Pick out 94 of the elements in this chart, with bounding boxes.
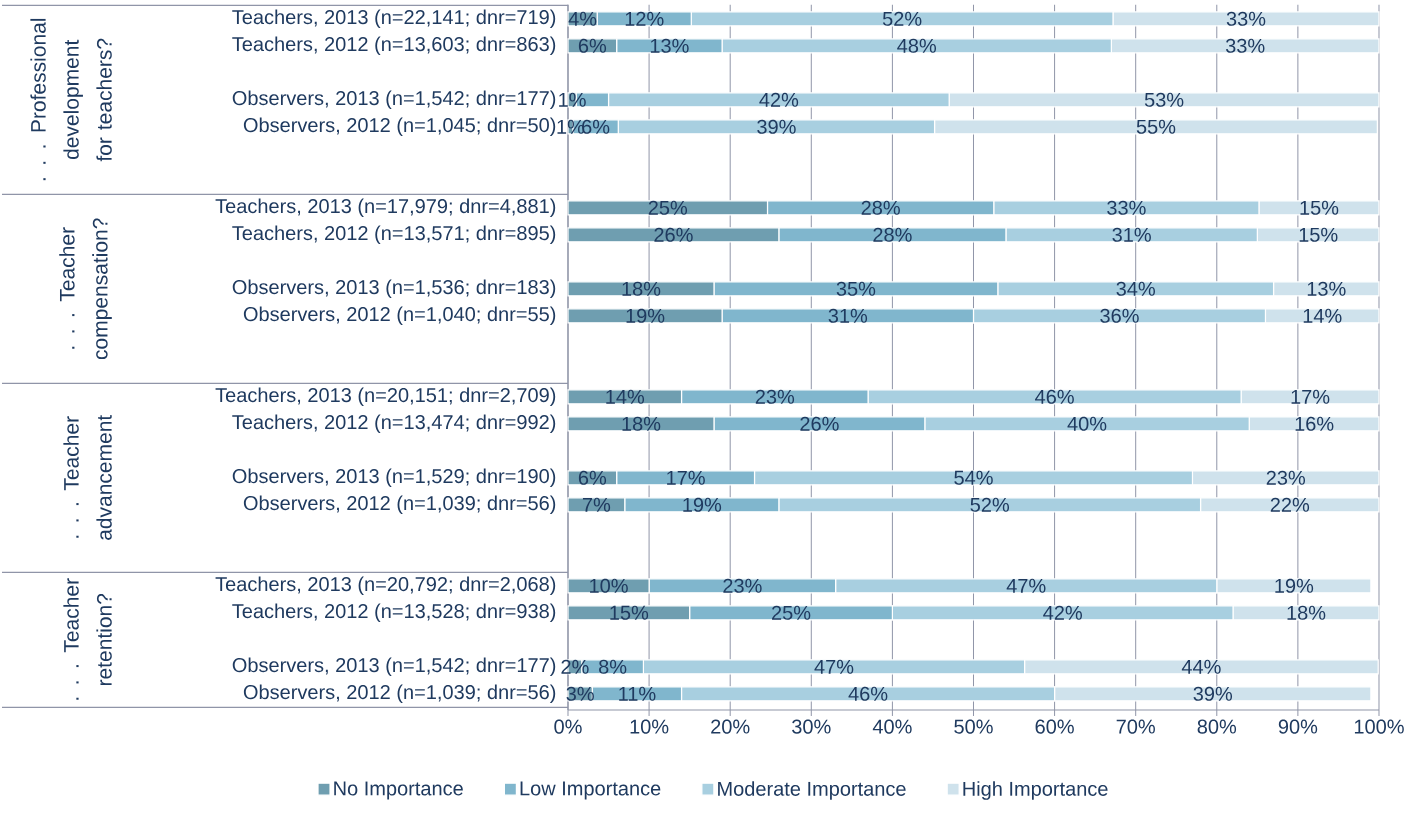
data-label: 28% [861, 200, 900, 215]
data-label: 13% [1307, 281, 1346, 296]
data-label: 26% [654, 227, 693, 242]
y-tick-label: Teachers, 2013 (n=20,792; dnr=2,068) [215, 576, 556, 596]
data-label: 47% [814, 659, 854, 674]
data-label: 34% [1116, 281, 1155, 296]
data-label: 18% [622, 281, 661, 296]
legend-label: High Importance [963, 781, 1108, 800]
y-tick-label: Teachers, 2012 (n=13,474; dnr=992) [232, 414, 556, 434]
data-label: 52% [882, 11, 922, 26]
data-label: 31% [1112, 227, 1151, 242]
x-tick-label: 90% [1278, 719, 1318, 734]
data-label: 17% [667, 470, 705, 485]
data-label: 12% [625, 11, 664, 26]
data-label: 31% [828, 308, 868, 323]
data-label: 23% [755, 389, 795, 404]
y-tick-label: Teachers, 2012 (n=13,603; dnr=863) [232, 36, 556, 56]
data-label: 15% [1300, 200, 1339, 215]
data-label: 22% [1270, 497, 1310, 512]
data-label: 8% [599, 659, 627, 674]
data-label: 6% [582, 119, 610, 134]
data-label: 10% [590, 578, 628, 593]
x-tick-label: 10% [630, 719, 669, 734]
x-tick-label: 60% [1035, 719, 1074, 734]
data-label: 19% [1275, 578, 1314, 593]
x-tick-label: 40% [872, 719, 912, 734]
text: . . . Teacher advancement [63, 414, 112, 540]
legend-label: Low Importance [520, 781, 661, 800]
x-tick-label: 30% [792, 719, 831, 734]
data-label: 13% [650, 38, 689, 53]
data-label: 42% [759, 92, 799, 107]
data-label: 11% [619, 686, 656, 701]
text: . . . Professional development for teachers? [30, 18, 112, 181]
data-label: 18% [1287, 605, 1326, 620]
data-label: 52% [970, 497, 1010, 512]
data-label: 40% [1067, 416, 1107, 431]
y-tick-label: Teachers, 2012 (n=13,571; dnr=895) [232, 225, 556, 245]
x-tick-label: 20% [711, 719, 750, 734]
data-label: 17% [1291, 389, 1330, 404]
data-label: 15% [1299, 227, 1338, 242]
x-tick-label: 50% [954, 719, 993, 734]
data-label: 39% [757, 119, 796, 134]
data-label: 48% [897, 38, 937, 53]
legend-label: No Importance [334, 781, 463, 800]
data-label: 54% [954, 470, 993, 485]
y-tick-label: Observers, 2012 (n=1,039; dnr=56) [243, 495, 556, 515]
y-tick-label: Observers, 2013 (n=1,542; dnr=177) [232, 657, 556, 677]
y-tick-label: Observers, 2012 (n=1,040; dnr=55) [243, 306, 556, 326]
y-tick-label: Observers, 2013 (n=1,536; dnr=183) [232, 279, 556, 299]
y-tick-label: Observers, 2013 (n=1,542; dnr=177) [232, 90, 556, 110]
data-label: 26% [800, 416, 839, 431]
data-label: 28% [873, 227, 912, 242]
data-label: 14% [1303, 308, 1342, 323]
data-label: 47% [1006, 578, 1046, 593]
data-label: 6% [578, 38, 607, 53]
data-label: 33% [1226, 11, 1266, 26]
y-tick-label: Teachers, 2013 (n=17,979; dnr=4,881) [215, 198, 556, 218]
legend-label: Moderate Importance [718, 781, 906, 800]
data-label: 23% [723, 578, 762, 593]
data-label: 36% [1100, 308, 1139, 323]
y-tick-label: Observers, 2012 (n=1,039; dnr=56) [243, 684, 556, 704]
data-label: 53% [1144, 92, 1184, 107]
data-label: 35% [836, 281, 876, 296]
data-label: 33% [1107, 200, 1146, 215]
data-label: 46% [848, 686, 888, 701]
data-label: 19% [683, 497, 722, 512]
data-label: 15% [610, 605, 649, 620]
data-label: 1% [557, 119, 585, 134]
data-label: 55% [1136, 119, 1176, 134]
data-label: 23% [1266, 470, 1306, 485]
data-label: 39% [1193, 686, 1233, 701]
x-tick-label: 100% [1354, 719, 1404, 734]
y-tick-label: Teachers, 2012 (n=13,528; dnr=938) [232, 603, 556, 623]
y-tick-label: Teachers, 2013 (n=22,141; dnr=719) [232, 9, 556, 29]
data-label: 7% [582, 497, 611, 512]
y-tick-label: Observers, 2013 (n=1,529; dnr=190) [232, 468, 556, 488]
data-label: 33% [1225, 38, 1265, 53]
data-label: 42% [1043, 605, 1082, 620]
text: . . . Teacher retention? [63, 578, 112, 700]
data-label: 44% [1181, 659, 1221, 674]
x-tick-label: 0% [554, 719, 582, 734]
x-tick-label: 70% [1116, 719, 1155, 734]
data-label: 16% [1295, 416, 1334, 431]
data-label: 25% [772, 605, 811, 620]
data-label: 46% [1035, 389, 1074, 404]
data-label: 25% [648, 200, 688, 215]
y-tick-label: Teachers, 2013 (n=20,151; dnr=2,709) [215, 387, 556, 407]
y-tick-label: Observers, 2012 (n=1,045; dnr=50) [243, 117, 556, 137]
data-label: 19% [626, 308, 665, 323]
x-tick-label: 80% [1197, 719, 1237, 734]
data-label: 6% [578, 470, 607, 485]
data-label: 14% [606, 389, 645, 404]
data-label: 18% [622, 416, 661, 431]
text: . . . Teacher compensation? [59, 218, 112, 360]
